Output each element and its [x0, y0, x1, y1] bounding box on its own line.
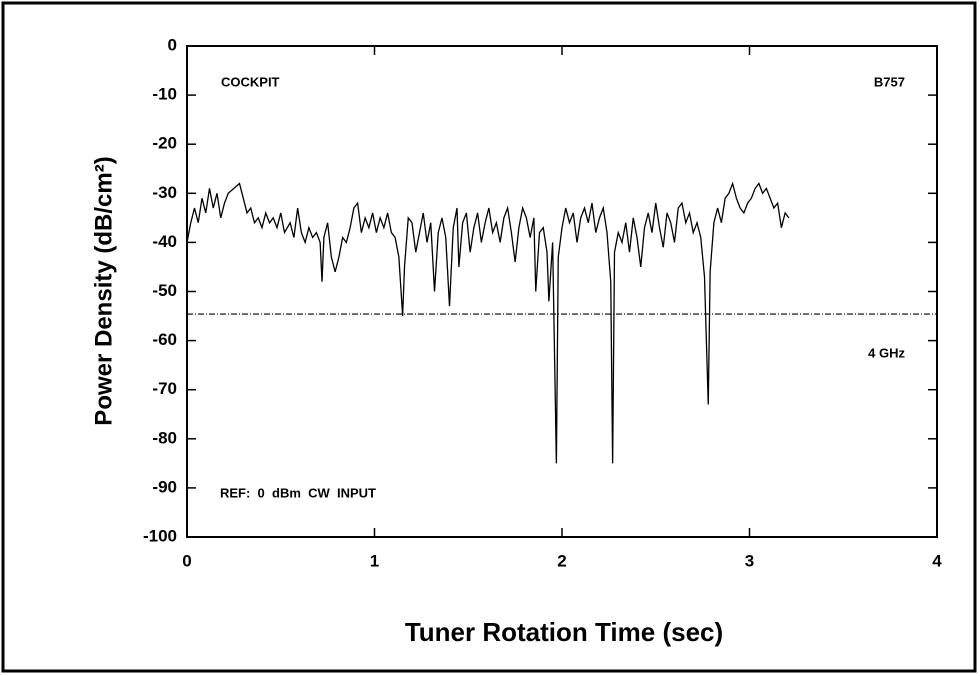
y-tick-label: -100	[143, 526, 177, 545]
data-line	[186, 181, 790, 464]
y-tick-label: 0	[168, 35, 177, 54]
x-tick-label: 2	[557, 551, 566, 570]
y-tick-label: -10	[152, 85, 177, 104]
x-tick-label: 3	[745, 551, 754, 570]
x-tick-label: 4	[932, 551, 942, 570]
annotation: 4 GHz	[868, 345, 905, 360]
y-tick-label: -30	[152, 183, 177, 202]
y-tick-label: -40	[152, 232, 177, 251]
y-tick-label: -80	[152, 428, 177, 447]
y-axis-label: Power Density (dB/cm²)	[90, 156, 117, 425]
y-tick-label: -90	[152, 477, 177, 496]
y-tick-label: -50	[152, 281, 177, 300]
y-tick-label: -20	[152, 134, 177, 153]
annotation: COCKPIT	[221, 74, 280, 89]
annotation: REF: 0 dBm CW INPUT	[220, 485, 376, 500]
x-tick-label: 1	[370, 551, 379, 570]
annotation: B757	[874, 74, 905, 89]
plot-area	[186, 45, 938, 538]
x-tick-label: 0	[182, 551, 191, 570]
y-tick-label: -60	[152, 330, 177, 349]
y-tick-label: -70	[152, 379, 177, 398]
x-axis-label: Tuner Rotation Time (sec)	[405, 617, 723, 647]
